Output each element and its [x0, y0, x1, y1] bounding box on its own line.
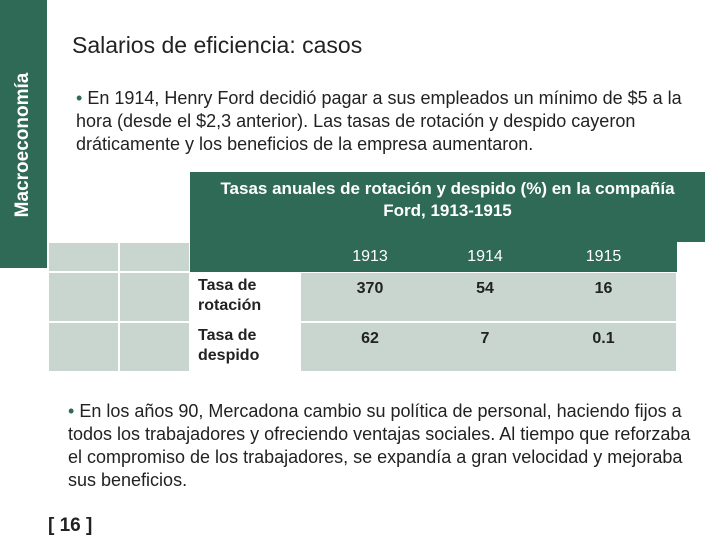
- bullet-text: En 1914, Henry Ford decidió pagar a sus …: [76, 88, 682, 154]
- side-label: Macroeconomía: [12, 72, 33, 218]
- side-bar: Macroeconomía: [0, 0, 47, 268]
- table-value: 370: [356, 280, 384, 297]
- cell-bg: [48, 272, 119, 322]
- slide-title: Salarios de eficiencia: casos: [72, 32, 363, 58]
- bullet: • En 1914, Henry Ford decidió pagar a su…: [76, 88, 682, 154]
- table-title: Tasas anuales de rotación y despido (%) …: [190, 172, 705, 242]
- column-header: 1915: [585, 248, 622, 265]
- bullet: • En los años 90, Mercadona cambio su po…: [68, 401, 691, 490]
- cell-bg: [300, 272, 677, 322]
- page-number: [ 16 ]: [48, 515, 93, 536]
- table-value: 62: [361, 330, 379, 347]
- row-label: Tasa de despido: [198, 327, 260, 364]
- column-header: 1914: [467, 248, 503, 265]
- row-label: Tasa de rotación: [198, 277, 262, 314]
- table-value: 0.1: [592, 330, 615, 347]
- year-row: [190, 242, 677, 272]
- table-value: 54: [476, 280, 494, 297]
- cell-bg: [48, 322, 119, 372]
- cell-bg: [48, 242, 119, 272]
- cell-bg: [119, 242, 190, 272]
- cell-bg: [119, 272, 190, 322]
- table-value: 7: [480, 330, 490, 347]
- column-header: 1913: [352, 248, 388, 265]
- cell-bg: [300, 322, 677, 372]
- bullet-text: En los años 90, Mercadona cambio su polí…: [68, 401, 691, 490]
- cell-bg: [119, 322, 190, 372]
- table-value: 16: [594, 280, 613, 297]
